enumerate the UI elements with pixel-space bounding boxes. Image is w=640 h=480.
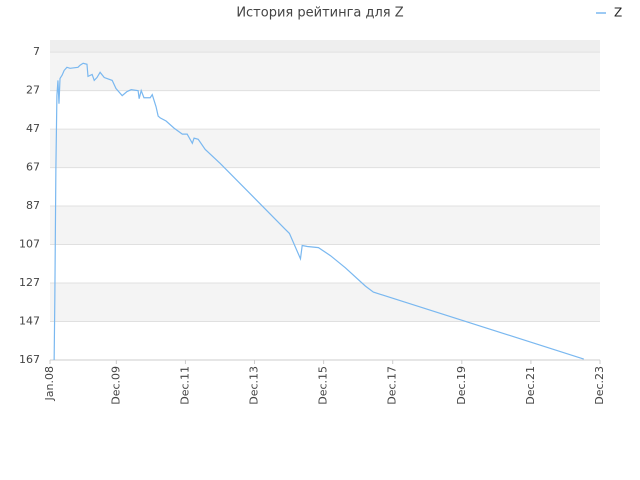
x-tick-label: Dec.15 <box>317 366 330 405</box>
y-tick-label: 147 <box>19 315 40 328</box>
x-tick-label: Dec.11 <box>178 366 191 405</box>
y-tick-label: 87 <box>26 199 40 212</box>
y-tick-label: 7 <box>33 45 40 58</box>
chart-title: История рейтинга для Z <box>236 6 403 21</box>
y-tick-label: 47 <box>26 122 40 135</box>
y-tick-label: 107 <box>19 238 40 251</box>
x-tick-label: Dec.13 <box>248 366 261 405</box>
y-tick-label: 127 <box>19 276 40 289</box>
plot-band <box>50 52 600 91</box>
y-tick-label: 167 <box>19 353 40 366</box>
y-tick-label: 27 <box>26 84 40 97</box>
x-tick-label: Dec.23 <box>593 366 606 405</box>
plot-band <box>50 283 600 322</box>
plot-band <box>50 40 600 53</box>
x-tick-label: Jan.08 <box>43 366 56 401</box>
x-tick-label: Dec.19 <box>455 366 468 405</box>
y-tick-label: 67 <box>26 161 40 174</box>
legend-label: Z <box>614 6 622 20</box>
x-tick-label: Dec.21 <box>524 366 537 405</box>
x-tick-label: Dec.09 <box>109 366 122 405</box>
plot-band <box>50 206 600 245</box>
series-line <box>53 62 584 361</box>
x-tick-label: Dec.17 <box>386 366 399 405</box>
plot-band <box>50 129 600 168</box>
